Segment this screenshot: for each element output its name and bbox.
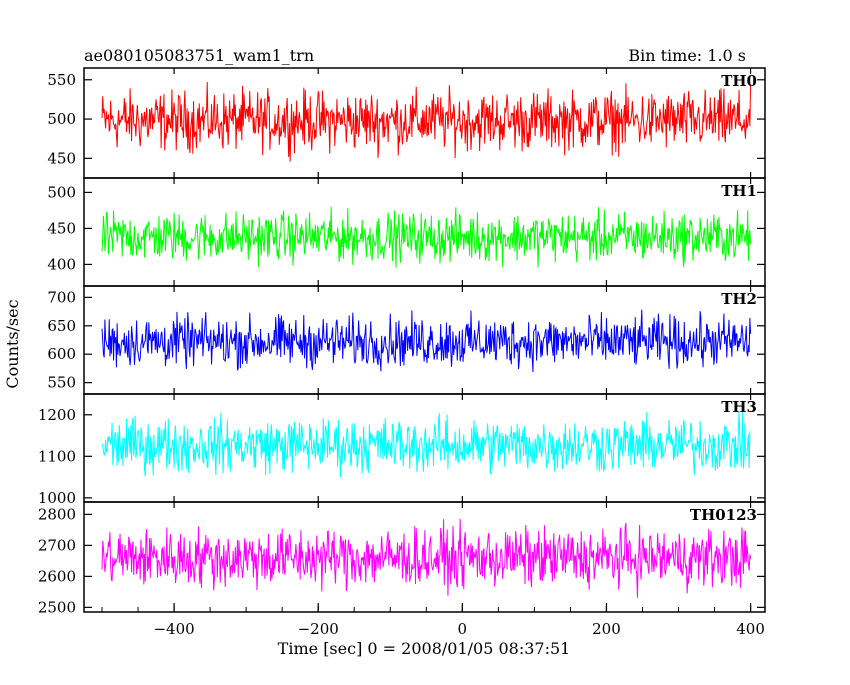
- y-tick-label: 700: [47, 288, 76, 306]
- x-axis-label: Time [sec] 0 = 2008/01/05 08:37:51: [278, 639, 571, 658]
- y-tick-label: 500: [47, 110, 76, 128]
- x-tick-label: 200: [592, 620, 621, 638]
- series-line-th0123: [101, 518, 752, 598]
- y-tick-label: 550: [47, 374, 76, 392]
- y-tick-label: 1200: [38, 406, 76, 424]
- y-tick-label: 550: [47, 71, 76, 89]
- panel-frame: [83, 501, 766, 613]
- panel-th3: 1000 1100 1200 TH3: [38, 393, 766, 507]
- panel-th0123: 2500 2600 2700 2800 TH0123: [38, 501, 766, 616]
- series-line-th1: [101, 206, 752, 268]
- x-tick-label: −200: [298, 620, 339, 638]
- y-tick-label: 450: [47, 149, 76, 167]
- y-tick-label: 650: [47, 317, 76, 335]
- panels-group: 450 500 550 TH0 400 450 500 TH1 550 600 650 700 TH2 1…: [38, 67, 766, 616]
- series-line-th0: [101, 81, 752, 162]
- panel-th1: 400 450 500 TH1: [47, 177, 766, 287]
- x-tick-label: −400: [153, 620, 194, 638]
- series-label: TH0123: [690, 506, 757, 524]
- y-tick-label: 1100: [38, 447, 76, 465]
- panel-th2: 550 600 650 700 TH2: [47, 285, 766, 395]
- y-tick-label: 2500: [38, 598, 76, 616]
- y-tick-label: 2700: [38, 536, 76, 554]
- bin-time-label: Bin time: 1.0 s: [628, 46, 746, 65]
- y-axis-label: Counts/sec: [3, 299, 22, 388]
- y-tick-label: 1000: [38, 489, 76, 507]
- y-tick-label: 450: [47, 219, 76, 237]
- series-line-th3: [101, 410, 751, 477]
- series-label: TH2: [721, 290, 757, 308]
- x-tick-label: 400: [736, 620, 765, 638]
- series-label: TH1: [721, 182, 757, 200]
- series-label: TH0: [721, 72, 757, 90]
- x-axis: −400 −200 0 200 400: [101, 603, 765, 638]
- y-tick-label: 500: [47, 183, 76, 201]
- y-tick-label: 600: [47, 345, 76, 363]
- x-tick-label: 0: [458, 620, 468, 638]
- y-tick-label: 2600: [38, 567, 76, 585]
- chart-title: ae080105083751_wam1_trn: [84, 46, 314, 65]
- y-tick-label: 2800: [38, 505, 76, 523]
- series-label: TH3: [721, 398, 757, 416]
- series-line-th2: [101, 309, 752, 372]
- panel-th0: 450 500 550 TH0: [47, 67, 766, 179]
- y-tick-label: 400: [47, 255, 76, 273]
